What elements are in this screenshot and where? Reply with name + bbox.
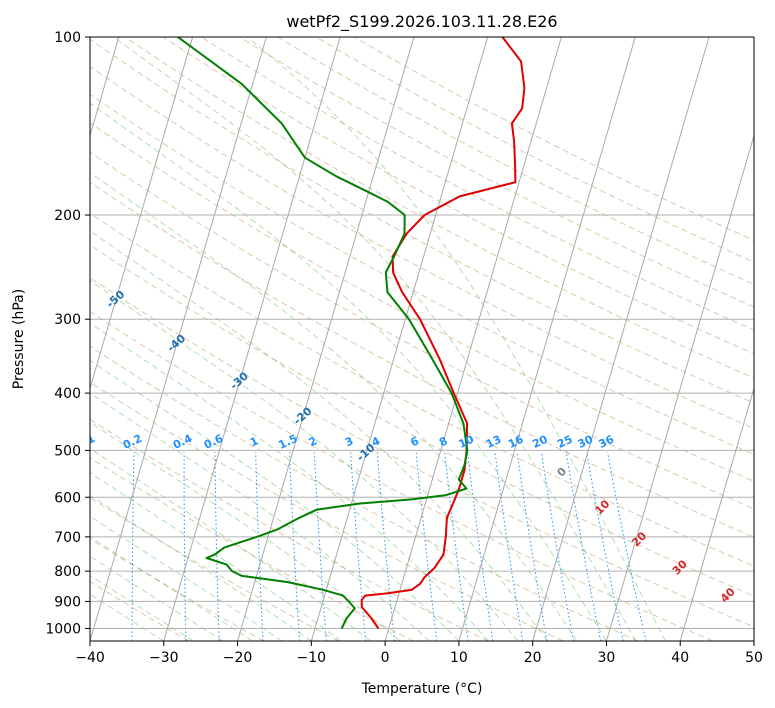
isotherm-label: -60 xyxy=(46,233,70,256)
mixing-ratio-label: 30 xyxy=(576,433,596,451)
x-tick-label: −30 xyxy=(149,650,179,666)
isotherm-line xyxy=(310,37,489,641)
dry-adiabat-line xyxy=(90,277,754,628)
moist-adiabat-line xyxy=(90,472,342,641)
x-tick-label: −40 xyxy=(75,650,105,666)
x-tick-label: 10 xyxy=(450,650,468,666)
mixing-ratio-line xyxy=(255,452,264,641)
temperature-profile-line xyxy=(360,37,526,630)
dry-adiabat-line xyxy=(124,37,754,379)
isotherm-line xyxy=(237,37,415,641)
x-tick-label: −20 xyxy=(223,650,253,666)
isotherm-label: -70 xyxy=(0,179,12,202)
isotherm-line xyxy=(90,37,267,641)
moist-adiabat-line xyxy=(90,230,548,641)
dry-adiabat-line xyxy=(239,37,754,308)
moist-adiabat-line xyxy=(246,37,666,641)
x-tick-label: 0 xyxy=(381,650,390,666)
dry-adiabat-line xyxy=(90,212,754,567)
plot-area xyxy=(90,37,754,641)
y-tick-label: 500 xyxy=(54,443,81,459)
plot-layer: -100-90-80-70-60-50-40-30-20-10 0.10.20.… xyxy=(0,37,754,641)
y-tick-label: 300 xyxy=(54,312,81,328)
mixing-ratio-label: 0.1 xyxy=(74,432,97,452)
y-tick-label: 100 xyxy=(54,30,81,46)
dry-adiabat-line xyxy=(90,65,754,430)
moist-adiabat-line xyxy=(90,555,224,641)
dry-adiabat-line xyxy=(90,310,713,641)
dry-adiabat-line xyxy=(354,37,754,241)
mixing-ratio-lines xyxy=(82,452,647,641)
mixing-ratio-label: 36 xyxy=(597,433,617,451)
moist-adiabat-line xyxy=(90,392,430,641)
mixing-ratio-label: 20 xyxy=(530,433,550,451)
dry-adiabat-line xyxy=(315,37,754,263)
x-tick-label: 20 xyxy=(524,650,542,666)
chart-title: wetPf2_S199.2026.103.11.28.E26 xyxy=(286,12,557,32)
dry-adiabat-line xyxy=(90,244,754,597)
mixing-ratio-line xyxy=(82,452,87,641)
y-tick-label: 800 xyxy=(54,564,81,580)
mixing-ratio-line xyxy=(565,452,602,641)
dewpoint-profile-line xyxy=(177,37,469,629)
sounding-series xyxy=(177,37,526,630)
moist-adiabat-line xyxy=(90,536,253,641)
isotherm-line xyxy=(679,386,754,641)
mixing-ratio-label: 10 xyxy=(457,433,477,451)
isotherm-line xyxy=(458,37,636,641)
mixing-ratio-label: 13 xyxy=(484,433,503,451)
plot-frame xyxy=(89,36,755,642)
y-axis-label: Pressure (hPa) xyxy=(11,289,27,389)
mixing-ratio-label: 16 xyxy=(506,433,526,451)
dry-adiabat-line xyxy=(90,93,754,456)
moist-adiabat-line xyxy=(90,574,194,641)
mixing-ratio-line xyxy=(214,452,220,641)
dry-adiabat-line xyxy=(90,345,639,641)
dry-adiabat-line xyxy=(90,457,414,641)
isotherm-line xyxy=(753,639,754,641)
x-tick-label: 30 xyxy=(598,650,616,666)
y-tick-label: 400 xyxy=(54,386,81,402)
moist-adiabat-line xyxy=(90,359,460,641)
y-tick-label: 900 xyxy=(54,594,81,610)
dry-adiabats xyxy=(90,37,754,641)
dry-adiabat-line xyxy=(277,37,754,285)
dry-adiabat-line xyxy=(90,122,754,482)
isotherm-line xyxy=(90,37,194,391)
y-tick-label: 700 xyxy=(54,530,81,546)
isotherm-line xyxy=(532,37,710,641)
isotherms xyxy=(90,37,754,641)
mixing-ratio-line xyxy=(183,452,187,641)
dry-adiabat-line xyxy=(90,38,754,404)
dry-adiabat-line xyxy=(90,181,754,538)
y-tick-label: 1000 xyxy=(45,621,81,637)
x-tick-label: −10 xyxy=(297,650,327,666)
mixing-ratio-line xyxy=(131,452,135,641)
dry-adiabat-line xyxy=(90,496,339,641)
x-tick-label: 40 xyxy=(671,650,689,666)
isotherm-line xyxy=(384,37,562,641)
isotherm-line xyxy=(163,37,341,641)
dry-adiabat-line xyxy=(201,37,754,331)
isotherm-line xyxy=(605,133,754,641)
dry-adiabat-line xyxy=(163,37,754,355)
x-axis-ticks: −40 −30 −20 −10 0 10 20 30 40 50 xyxy=(75,641,763,666)
mixing-ratio-line xyxy=(607,452,647,641)
y-axis-ticks: 100 200 300 400 500 600 700 800 900 1000 xyxy=(45,30,90,637)
moist-adiabat-line xyxy=(90,102,607,641)
mixing-ratio-line xyxy=(586,452,624,641)
x-axis-label: Temperature (°C) xyxy=(361,681,483,697)
x-tick-label: 50 xyxy=(745,650,763,666)
moist-adiabat-line xyxy=(90,421,401,641)
y-tick-label: 600 xyxy=(54,490,81,506)
mixing-ratio-label: 25 xyxy=(555,433,574,451)
y-tick-label: 200 xyxy=(54,208,81,224)
